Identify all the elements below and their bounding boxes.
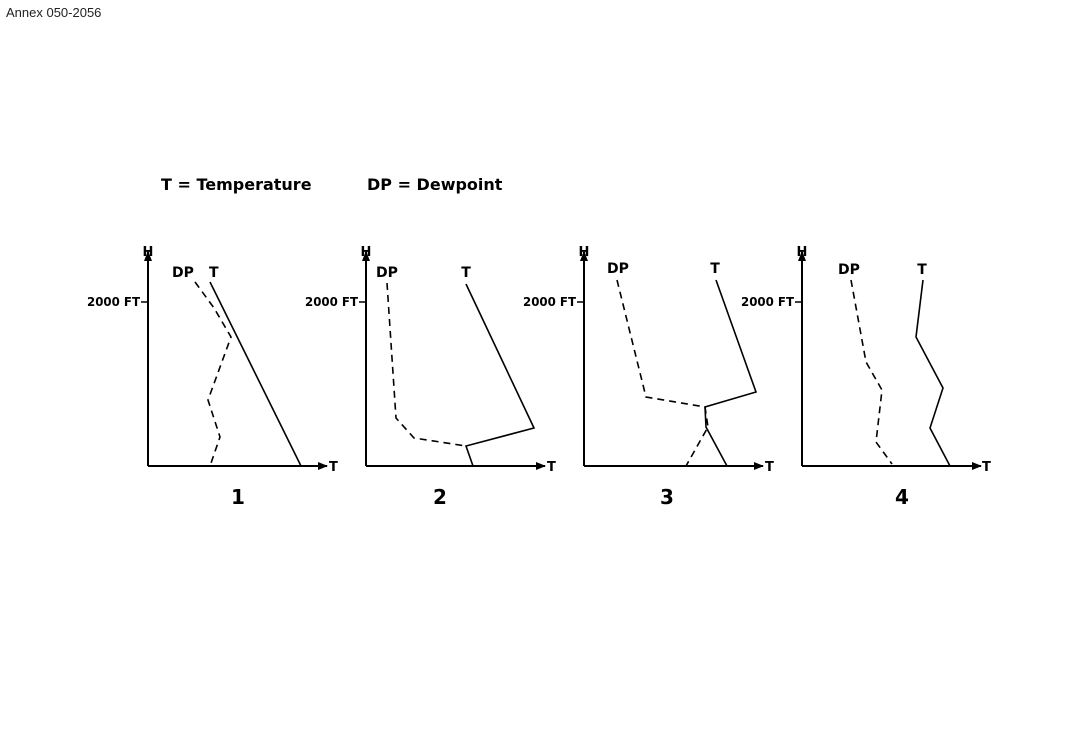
diagram-3-dewpoint-curve: [616, 279, 709, 467]
diagram-3-x-axis-label: T: [765, 460, 774, 475]
diagram-3-t-label: T: [710, 261, 720, 277]
diagram-4-x-axis-label: T: [982, 460, 991, 475]
diagram-1-t-label: T: [209, 265, 219, 281]
diagram-4-height-tick-label: 2000 FT: [741, 295, 795, 309]
diagram-4-temperature-curve: [915, 279, 951, 467]
annex-label: Annex 050-2056: [6, 5, 102, 20]
diagram-2: H T 2000 FT DP T 2: [305, 245, 556, 509]
diagram-1-y-axis-label: H: [143, 245, 154, 260]
diagram-1-height-tick-label: 2000 FT: [87, 295, 141, 309]
diagram-1-temperature-curve: [209, 281, 302, 467]
diagram-2-number: 2: [433, 485, 447, 509]
diagram-3-temperature-curve: [704, 279, 758, 467]
diagram-4-dp-label: DP: [838, 262, 860, 278]
diagram-2-y-axis-label: H: [361, 245, 372, 260]
diagram-2-t-label: T: [461, 265, 471, 281]
diagram-2-height-tick-label: 2000 FT: [305, 295, 359, 309]
diagram-1-x-axis-label: T: [329, 460, 338, 475]
diagram-1-dp-label: DP: [172, 265, 194, 281]
diagram-4-dewpoint-curve: [850, 279, 893, 465]
diagram-2-x-axis-label: T: [547, 460, 556, 475]
legend-temperature: T = Temperature: [161, 175, 312, 194]
diagram-4-number: 4: [895, 485, 909, 509]
diagram-3: H T 2000 FT DP T 3: [523, 245, 774, 509]
diagram-4-y-axis-label: H: [797, 245, 808, 260]
diagram-3-y-axis-label: H: [579, 245, 590, 260]
legend-dewpoint: DP = Dewpoint: [367, 175, 503, 194]
diagram-1-dewpoint-curve: [194, 281, 232, 467]
diagram-1: H T 2000 FT DP T 1: [87, 245, 338, 509]
diagram-3-number: 3: [660, 485, 674, 509]
diagram-4-t-label: T: [917, 262, 927, 278]
diagram-1-number: 1: [231, 485, 245, 509]
diagram-4: H T 2000 FT DP T 4: [741, 245, 991, 509]
diagram-2-dp-label: DP: [376, 265, 398, 281]
diagram-3-dp-label: DP: [607, 261, 629, 277]
diagram-2-temperature-curve: [464, 283, 536, 467]
diagram-2-dewpoint-curve: [386, 282, 467, 447]
diagram-3-height-tick-label: 2000 FT: [523, 295, 577, 309]
